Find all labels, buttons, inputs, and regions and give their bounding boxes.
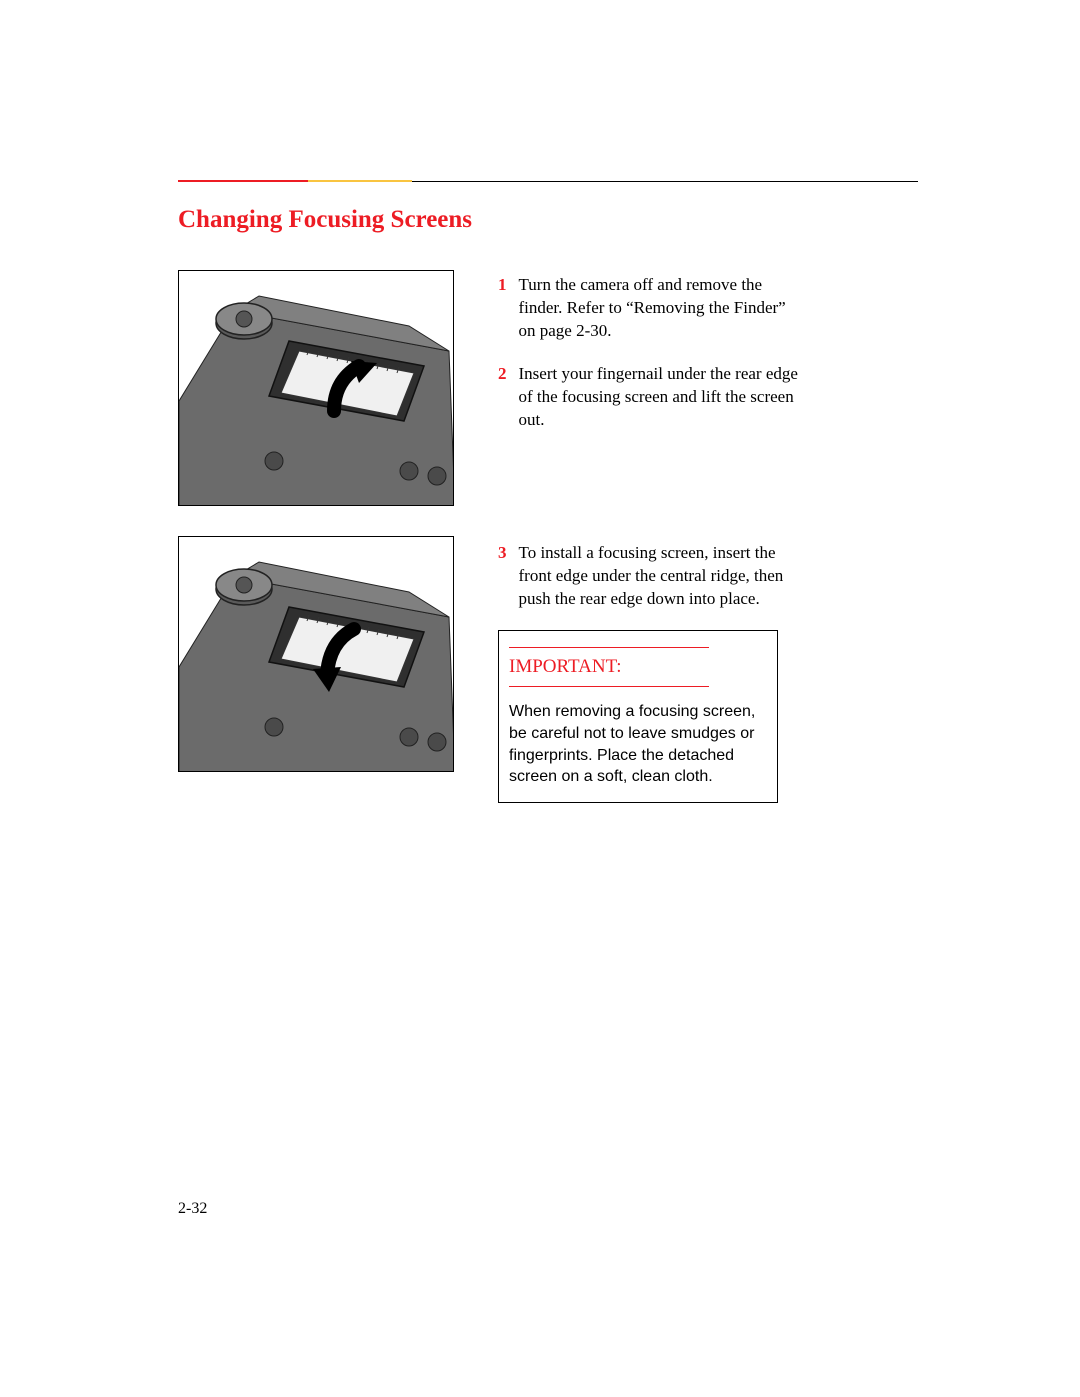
- camera-diagram-1-icon: [179, 271, 454, 506]
- important-header: IMPORTANT:: [509, 647, 767, 687]
- header-rule: [178, 180, 918, 182]
- rule-segment-red: [178, 180, 308, 182]
- spacer: [498, 452, 798, 542]
- illustration-install-screen: [178, 536, 454, 772]
- camera-diagram-2-icon: [179, 537, 454, 772]
- step-number: 1: [498, 274, 507, 343]
- page-number: 2-32: [178, 1200, 207, 1218]
- manual-page: Changing Focusing Screens: [178, 180, 918, 803]
- step-text: Turn the camera off and remove the finde…: [519, 274, 799, 343]
- important-callout: IMPORTANT: When removing a focusing scre…: [498, 630, 778, 802]
- step-2: 2 Insert your fingernail under the rear …: [498, 363, 798, 432]
- important-body: When removing a focusing screen, be care…: [509, 701, 767, 787]
- illustrations-column: [178, 270, 458, 802]
- step-number: 2: [498, 363, 507, 432]
- section-heading: Changing Focusing Screens: [178, 206, 918, 234]
- rule-segment-yellow: [308, 180, 412, 182]
- text-column: 1 Turn the camera off and remove the fin…: [498, 270, 798, 803]
- step-3: 3 To install a focusing screen, insert t…: [498, 542, 798, 611]
- important-rule-top: [509, 647, 709, 648]
- step-text: Insert your fingernail under the rear ed…: [519, 363, 799, 432]
- step-number: 3: [498, 542, 507, 611]
- content-row: 1 Turn the camera off and remove the fin…: [178, 270, 918, 803]
- important-title: IMPORTANT:: [509, 654, 767, 680]
- step-1: 1 Turn the camera off and remove the fin…: [498, 274, 798, 343]
- rule-segment-black: [412, 181, 918, 182]
- important-rule-bottom: [509, 686, 709, 687]
- illustration-remove-screen: [178, 270, 454, 506]
- step-text: To install a focusing screen, insert the…: [519, 542, 799, 611]
